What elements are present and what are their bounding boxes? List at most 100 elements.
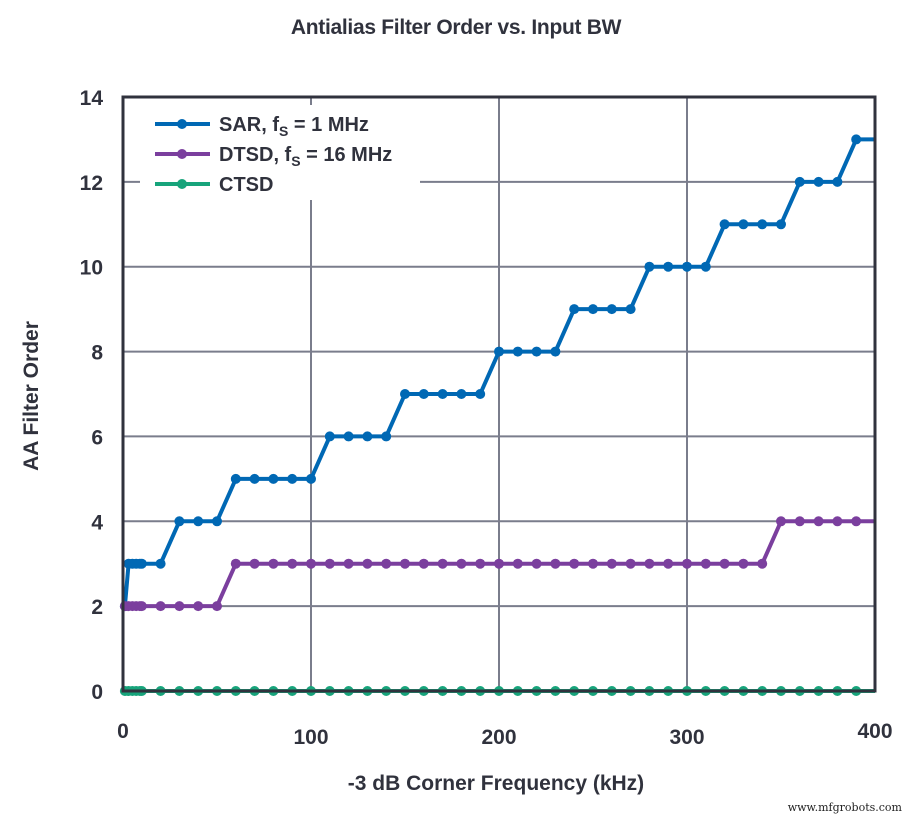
y-tick-label: 10	[80, 257, 103, 280]
data-point	[757, 558, 768, 569]
legend-label: CTSD	[219, 174, 273, 196]
data-point	[531, 346, 542, 357]
y-tick-label: 2	[91, 596, 103, 619]
data-point	[381, 431, 392, 442]
data-point	[249, 473, 260, 484]
data-point	[324, 431, 335, 442]
data-point	[212, 601, 222, 612]
data-point	[306, 558, 316, 569]
data-point	[268, 558, 279, 569]
legend-swatch-marker	[177, 149, 187, 159]
y-tick-label: 14	[80, 87, 104, 110]
data-point	[531, 558, 542, 569]
data-point	[494, 558, 504, 569]
y-tick-label: 8	[91, 342, 103, 365]
x-tick-label: 100	[293, 726, 328, 749]
chart-title: Antialias Filter Order vs. Input BW	[290, 16, 622, 39]
data-point	[757, 219, 768, 230]
data-point	[700, 261, 711, 272]
data-point	[475, 389, 486, 399]
data-point	[569, 558, 580, 569]
data-point	[174, 516, 185, 527]
data-point	[418, 389, 429, 399]
series-0	[119, 134, 875, 612]
data-point	[456, 389, 467, 399]
data-point	[682, 261, 692, 272]
plot-frame	[121, 95, 877, 693]
data-point	[700, 558, 711, 569]
data-point	[230, 558, 241, 569]
legend-swatch-marker	[177, 179, 187, 189]
data-point	[212, 516, 222, 527]
data-point	[418, 558, 429, 569]
data-point	[512, 346, 523, 357]
data-point	[512, 558, 523, 569]
data-point	[625, 304, 636, 315]
data-series	[119, 134, 875, 696]
data-point	[456, 558, 467, 569]
y-tick-label: 0	[91, 681, 103, 704]
data-point	[306, 473, 316, 484]
data-point	[851, 134, 862, 145]
data-point	[287, 473, 298, 484]
x-axis-label: -3 dB Corner Frequency (kHz)	[347, 772, 645, 795]
data-point	[381, 558, 392, 569]
data-point	[606, 304, 617, 315]
y-tick-label: 6	[91, 426, 103, 449]
x-tick-label: 200	[481, 726, 516, 749]
data-point	[174, 601, 185, 612]
data-point	[738, 558, 749, 569]
data-point	[400, 558, 410, 569]
data-point	[362, 558, 373, 569]
data-point	[343, 431, 354, 442]
data-point	[644, 261, 655, 272]
data-point	[719, 219, 730, 230]
data-point	[550, 558, 561, 569]
legend-label: SAR, fS = 1 MHz	[219, 114, 369, 139]
data-point	[794, 176, 805, 187]
data-point	[682, 558, 692, 569]
data-point	[268, 473, 279, 484]
data-point	[813, 516, 824, 527]
data-point	[249, 558, 260, 569]
data-point	[400, 389, 410, 399]
data-point	[719, 558, 730, 569]
data-point	[776, 219, 786, 230]
series-1	[119, 516, 875, 612]
data-point	[343, 558, 354, 569]
data-point	[324, 558, 335, 569]
x-axis-ticks: 0 100 200 300 400	[117, 720, 892, 749]
data-point	[644, 558, 655, 569]
data-point	[230, 473, 241, 484]
data-point	[625, 558, 636, 569]
data-point	[550, 346, 561, 357]
data-point	[437, 389, 448, 399]
legend-label: DTSD, fS = 16 MHz	[219, 144, 392, 169]
data-point	[588, 558, 598, 569]
data-point	[813, 176, 824, 187]
data-point	[776, 516, 786, 527]
data-point	[851, 516, 862, 527]
data-point	[588, 304, 598, 315]
data-point	[155, 558, 166, 569]
data-point	[193, 601, 204, 612]
y-tick-label: 4	[91, 511, 103, 534]
legend: SAR, fS = 1 MHz DTSD, fS = 16 MHz CTSD	[140, 105, 420, 200]
x-tick-label: 400	[857, 720, 892, 743]
data-point	[832, 176, 843, 187]
data-point	[832, 516, 843, 527]
data-point	[663, 558, 674, 569]
data-point	[287, 558, 298, 569]
data-point	[136, 558, 147, 569]
watermark: www.mfgrobots.com	[787, 801, 902, 814]
data-point	[437, 558, 448, 569]
data-point	[193, 516, 204, 527]
y-tick-label: 12	[80, 172, 103, 195]
data-point	[663, 261, 674, 272]
legend-swatch-marker	[177, 119, 187, 129]
data-point	[738, 219, 749, 230]
data-point	[362, 431, 373, 442]
data-point	[494, 346, 504, 357]
x-tick-label: 0	[117, 720, 129, 743]
